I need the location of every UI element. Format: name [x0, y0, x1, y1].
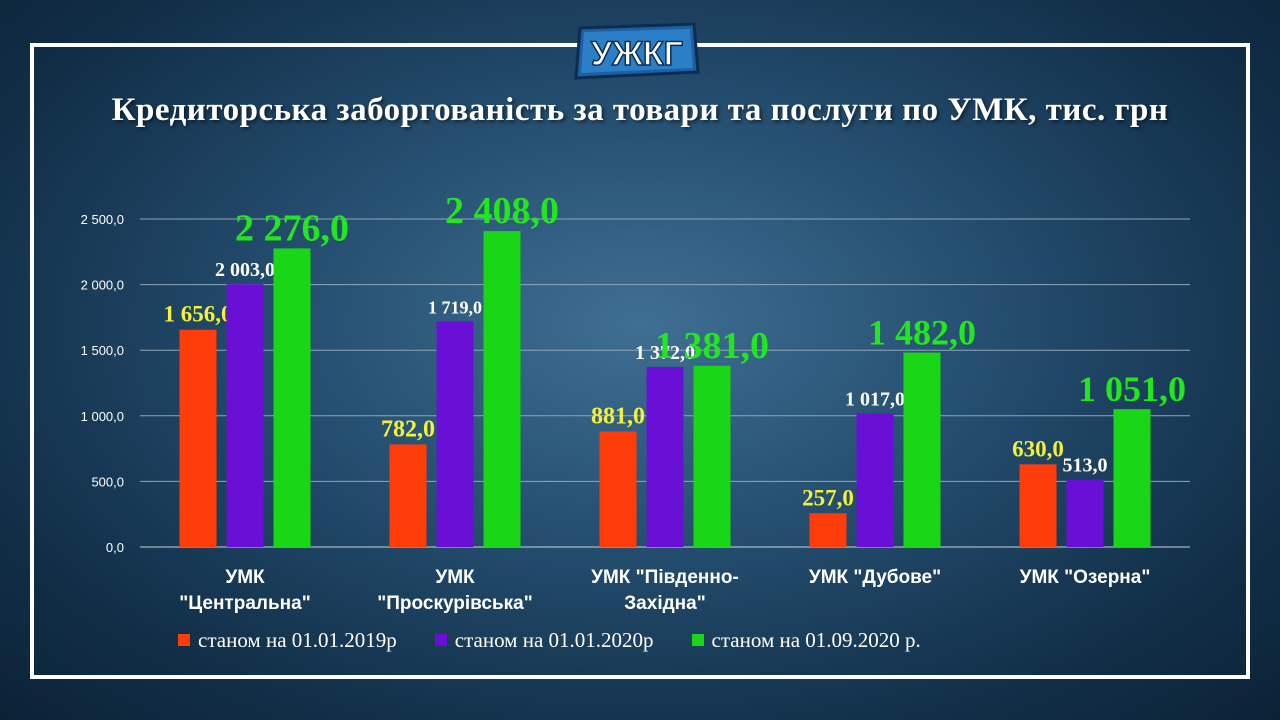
y-tick-label: 2 000,0: [81, 278, 124, 293]
data-label: 2 276,0: [235, 207, 349, 249]
bar: [809, 513, 847, 547]
x-category-label: "Проскурівська": [377, 593, 532, 614]
bar: [1019, 464, 1057, 547]
logo-text: УЖКГ: [591, 35, 683, 73]
x-category-label: УМК "Південно-: [591, 567, 739, 588]
bar: [179, 329, 217, 547]
bar: [1113, 409, 1151, 547]
x-category-label: УМК: [225, 567, 265, 588]
data-label: 630,0: [1012, 436, 1064, 461]
bar: [389, 444, 427, 547]
legend-swatch-2019: [178, 634, 190, 646]
data-label: 2 408,0: [445, 190, 559, 232]
legend-item-2020: станом на 01.01.2020р: [434, 627, 654, 653]
y-tick-label: 1 500,0: [81, 343, 124, 358]
x-category-label: "Центральна": [179, 593, 310, 614]
data-label: 1 372,0: [635, 342, 695, 364]
bar: [226, 284, 264, 547]
x-category-label: Західна": [624, 593, 705, 614]
data-label: 2 003,0: [215, 259, 275, 281]
bar: [693, 365, 731, 547]
data-label: 1 381,0: [655, 325, 769, 367]
data-label: 1 656,0: [164, 302, 233, 327]
legend-label-2019: станом на 01.01.2019р: [198, 627, 397, 652]
bar: [856, 413, 894, 547]
y-tick-label: 1 000,0: [81, 409, 124, 424]
data-label: 881,0: [591, 403, 645, 429]
bar: [1066, 479, 1104, 547]
data-label: 1 482,0: [868, 313, 976, 353]
y-tick-label: 500,0: [91, 474, 124, 489]
logo: УЖКГ: [574, 22, 700, 80]
legend-label-2020: станом на 01.01.2020р: [454, 627, 654, 652]
data-label: 782,0: [381, 416, 435, 442]
data-label: 257,0: [802, 485, 854, 510]
y-tick-label: 2 500,0: [81, 212, 124, 227]
bar: [273, 248, 311, 547]
legend: станом на 01.01.2019р станом на 01.01.20…: [178, 628, 921, 652]
y-tick-label: 0,0: [106, 540, 124, 555]
bar: [646, 366, 684, 547]
x-category-label: УМК "Озерна": [1020, 567, 1151, 588]
legend-swatch-2020-09: [691, 634, 704, 646]
legend-item-2019: станом на 01.01.2019р: [178, 628, 397, 653]
legend-label-2020-09: станом на 01.09.2020 р.: [711, 627, 921, 652]
data-label: 1 051,0: [1078, 369, 1186, 409]
legend-swatch-2020: [434, 634, 447, 646]
data-label: 1 017,0: [845, 389, 905, 411]
x-category-label: УМК "Дубове": [809, 567, 941, 588]
chart-title: Кредиторська заборгованість за товари та…: [111, 92, 1169, 128]
x-category-label: УМК: [435, 567, 475, 588]
bar: [436, 321, 474, 547]
data-label: 1 719,0: [428, 297, 482, 317]
legend-item-2020-09: станом на 01.09.2020 р.: [691, 627, 921, 653]
bar: [599, 431, 637, 547]
data-label: 513,0: [1063, 455, 1108, 477]
bar: [903, 352, 941, 547]
bar: [483, 231, 521, 547]
